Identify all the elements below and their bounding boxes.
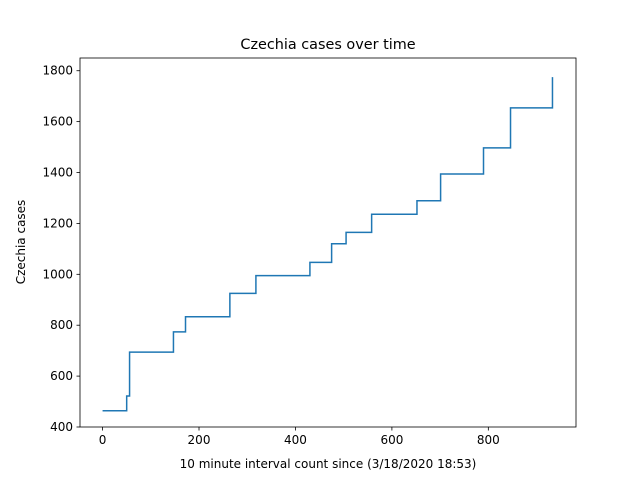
x-tick-label: 800 [477,433,500,447]
y-tick-label: 400 [50,420,73,434]
x-tick-label: 400 [284,433,307,447]
plot-frame [79,57,577,428]
y-tick-label: 1600 [42,115,73,129]
y-tick-label: 1400 [42,166,73,180]
y-axis-ticks: 400 600 800 1000 1200 1400 1600 1800 [42,64,80,434]
y-tick-label: 600 [50,369,73,383]
chart-title: Czechia cases over time [240,37,415,53]
y-tick-label: 800 [50,318,73,332]
series-line [102,77,554,412]
x-axis-label: 10 minute interval count since (3/18/202… [180,457,477,471]
y-tick-label: 1000 [42,267,73,281]
x-axis-ticks: 0 200 400 600 800 [99,427,500,447]
y-tick-label: 1200 [42,216,73,230]
x-tick-label: 0 [99,433,107,447]
x-tick-label: 200 [188,433,211,447]
y-axis-label: Czechia cases [14,200,28,285]
y-tick-label: 1800 [42,64,73,78]
plot-area [102,77,554,412]
x-tick-label: 600 [380,433,403,447]
